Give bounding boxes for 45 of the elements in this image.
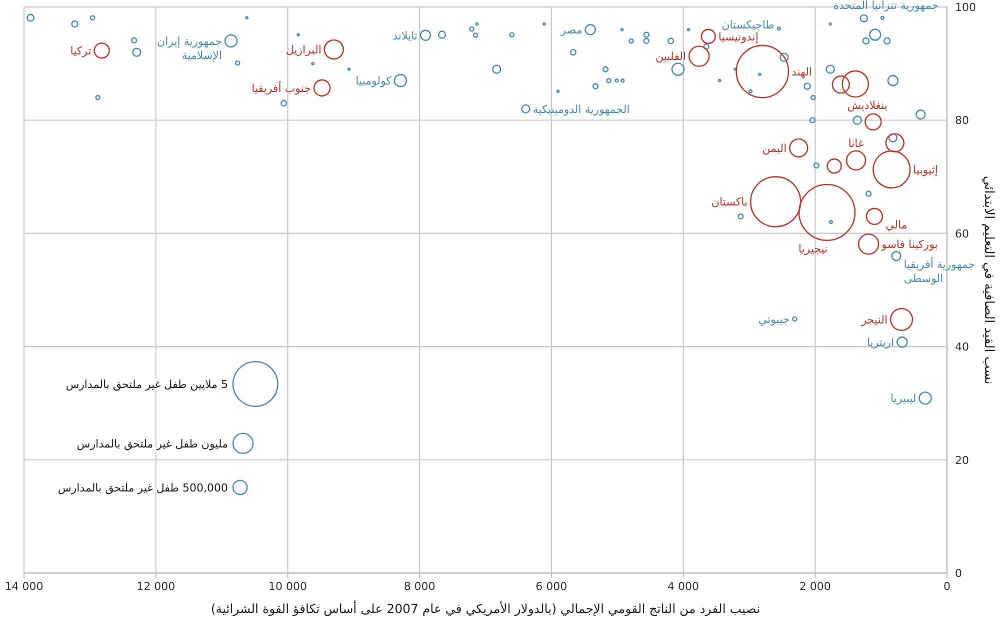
y-tick-label: 20: [955, 454, 969, 467]
annotation: بنغلاديش: [847, 99, 888, 112]
x-tick-label: 6 000: [536, 580, 568, 593]
annotation: جنوب أفريقيا: [252, 80, 311, 95]
annotation: مالي: [885, 218, 908, 232]
legend-label: 5 ملايين طفل غير ملتحق بالمدارس: [66, 378, 228, 391]
annotation: جمهورية تنزانيا المتحدة: [833, 0, 938, 12]
x-tick-label: 2 000: [799, 580, 831, 593]
annotation: ليبيريا: [890, 392, 916, 406]
legend-label: مليون طفل غير ملتحق بالمدارس: [76, 437, 228, 450]
annotation: جمهورية إيران الإسلامية: [157, 34, 222, 62]
x-axis-title: نصيب الفرد من الناتج القومي الإجمالي (بالدولار الأمريكي في عام 2007 على أساس تكافؤ القوة الشرائية): [210, 600, 760, 617]
annotation: تركيا: [70, 44, 92, 58]
annotation: اريتريا: [866, 336, 894, 350]
x-tick-label: 10 000: [268, 580, 307, 593]
annotation: إندونيسيا: [718, 30, 758, 44]
x-tick-label: 14 000: [4, 580, 44, 593]
annotation: البرازيل: [286, 43, 322, 56]
annotation: مصر: [560, 24, 582, 37]
annotation: إثيوبيا: [913, 163, 938, 176]
annotation: نيجيريا: [798, 242, 828, 256]
annotation: الجمهورية الدومينيكية: [532, 102, 630, 116]
annotation: جيبوتي: [758, 312, 790, 326]
annotation: غانا: [848, 136, 864, 150]
y-tick-label: 100: [955, 1, 976, 14]
annotation: تايلاند: [392, 29, 418, 42]
annotation: كولومبيا: [356, 74, 392, 88]
x-tick-label: 0: [944, 580, 950, 593]
y-tick-label: 80: [955, 114, 969, 128]
annotation: الفلبين: [655, 50, 686, 64]
annotation: طاجيكستان: [722, 18, 775, 32]
y-tick-label: 40: [955, 340, 969, 354]
y-tick-label: 0: [955, 567, 962, 580]
x-tick-label: 4 000: [668, 580, 700, 593]
y-tick-label: 60: [955, 227, 969, 240]
annotation: جمهورية أفريقيا الوسطى: [904, 257, 976, 286]
annotation: بوركينا فاسو: [880, 238, 938, 252]
x-tick-label: 8 000: [404, 580, 436, 593]
annotation: اليمن: [762, 142, 787, 155]
x-tick-label: 12 000: [136, 580, 176, 593]
annotation: الهند: [791, 66, 812, 79]
legend-label: 500,000 طفل غير ملتحق بالمدارس: [58, 481, 228, 494]
y-axis-title: نسب القيد الصافية في التعليم الابتدائي: [981, 176, 996, 384]
annotation: النيجر: [860, 313, 888, 326]
annotation: باكستان: [711, 196, 748, 209]
